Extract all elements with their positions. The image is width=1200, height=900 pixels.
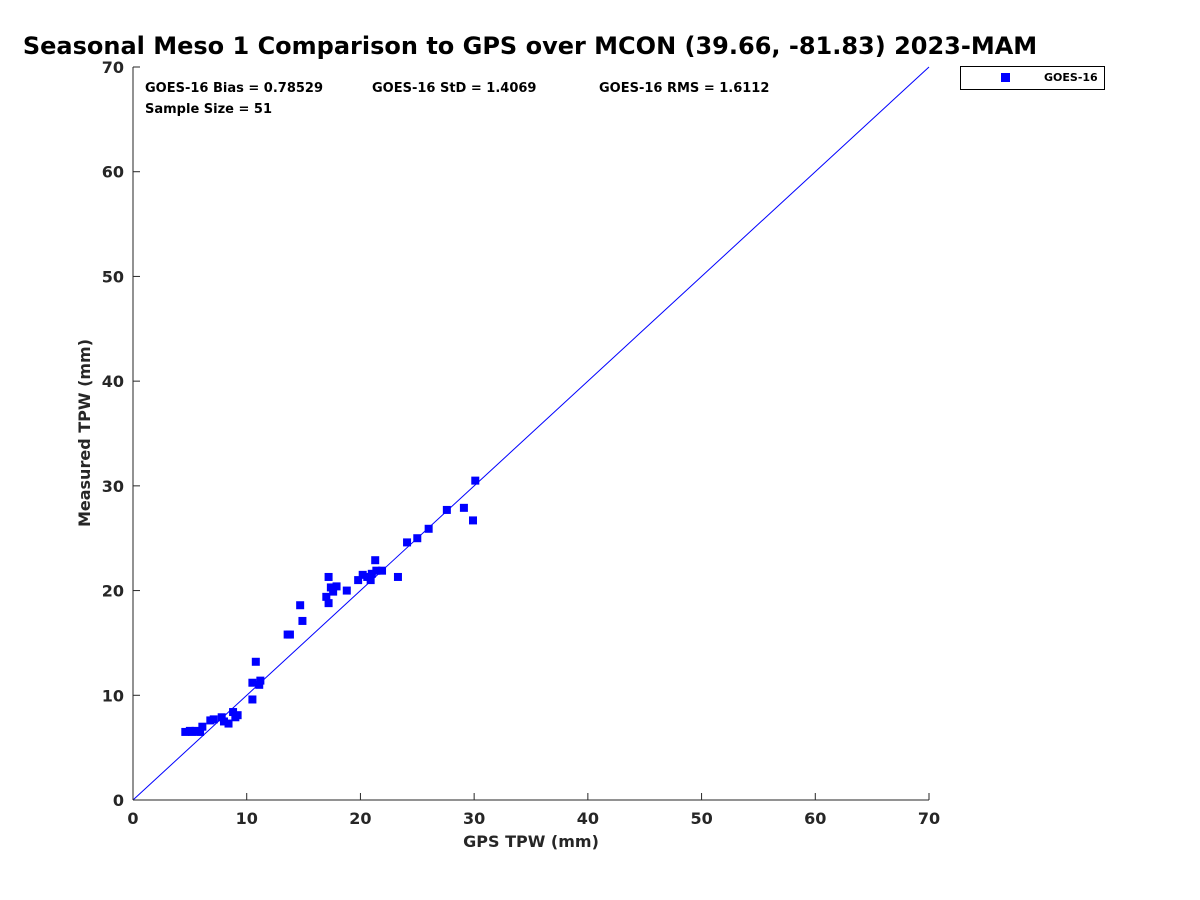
data-point xyxy=(296,601,305,610)
stat-bias: GOES-16 Bias = 0.78529 xyxy=(145,81,323,96)
x-tick-label: 60 xyxy=(804,809,826,828)
data-point xyxy=(181,727,190,736)
x-tick-label: 70 xyxy=(918,809,940,828)
x-tick-label: 50 xyxy=(690,809,712,828)
y-tick-label: 30 xyxy=(102,477,124,496)
data-point xyxy=(354,576,363,585)
stat-sample-size: Sample Size = 51 xyxy=(145,102,272,117)
legend: GOES-16 xyxy=(960,66,1105,90)
one-to-one-line xyxy=(132,66,930,801)
y-tick-label: 70 xyxy=(102,58,124,77)
data-point xyxy=(372,566,381,575)
stat-rms: GOES-16 RMS = 1.6112 xyxy=(599,81,769,96)
legend-box xyxy=(960,66,1105,90)
data-point xyxy=(198,722,207,731)
data-point xyxy=(459,503,468,512)
y-tick-label: 0 xyxy=(113,791,124,810)
x-tick-label: 30 xyxy=(463,809,485,828)
data-point xyxy=(219,717,228,726)
data-point xyxy=(191,726,200,735)
data-point xyxy=(358,570,367,579)
y-tick-label: 40 xyxy=(102,372,124,391)
data-point xyxy=(403,538,412,547)
data-point xyxy=(298,616,307,625)
plot-axes xyxy=(132,67,929,801)
data-point xyxy=(248,695,257,704)
y-tick-label: 10 xyxy=(102,686,124,705)
data-point xyxy=(329,587,338,596)
data-point xyxy=(255,680,264,689)
data-point xyxy=(366,576,375,585)
y-tick-label: 20 xyxy=(102,582,124,601)
data-point xyxy=(285,630,294,639)
data-point xyxy=(324,599,333,608)
data-point xyxy=(233,711,242,720)
data-point xyxy=(393,572,402,581)
axis-ticks: 0 10 20 30 40 50 60 70 0 10 20 30 40 50 60 70 xyxy=(102,58,940,828)
data-point xyxy=(251,657,260,666)
stat-std: GOES-16 StD = 1.4069 xyxy=(372,81,536,96)
data-point xyxy=(424,524,433,533)
x-tick-label: 20 xyxy=(349,809,371,828)
data-point xyxy=(413,534,422,543)
x-axis-label: GPS TPW (mm) xyxy=(463,832,599,851)
x-tick-label: 0 xyxy=(127,809,138,828)
data-point xyxy=(442,505,451,514)
y-tick-label: 60 xyxy=(102,163,124,182)
x-tick-label: 10 xyxy=(236,809,258,828)
y-axis-label: Measured TPW (mm) xyxy=(75,339,94,527)
data-point xyxy=(326,583,335,592)
data-point xyxy=(209,715,218,724)
data-point xyxy=(224,719,233,728)
data-point xyxy=(342,586,351,595)
data-point xyxy=(256,676,265,685)
data-point xyxy=(229,708,238,717)
data-point xyxy=(248,678,257,687)
legend-label: GOES-16 xyxy=(1044,71,1098,84)
data-point xyxy=(378,566,387,575)
data-point xyxy=(371,556,380,565)
data-point xyxy=(196,727,205,736)
reference-line xyxy=(132,66,930,801)
data-point xyxy=(324,572,333,581)
data-point xyxy=(217,713,226,722)
y-tick-label: 50 xyxy=(102,267,124,286)
data-point xyxy=(471,476,480,485)
data-point xyxy=(367,569,376,578)
data-point xyxy=(322,592,331,601)
x-tick-label: 40 xyxy=(577,809,599,828)
data-points xyxy=(181,476,480,736)
data-point xyxy=(469,516,478,525)
legend-marker-square xyxy=(1001,73,1010,82)
chart-title: Seasonal Meso 1 Comparison to GPS over M… xyxy=(23,32,1037,60)
data-point xyxy=(332,582,341,591)
